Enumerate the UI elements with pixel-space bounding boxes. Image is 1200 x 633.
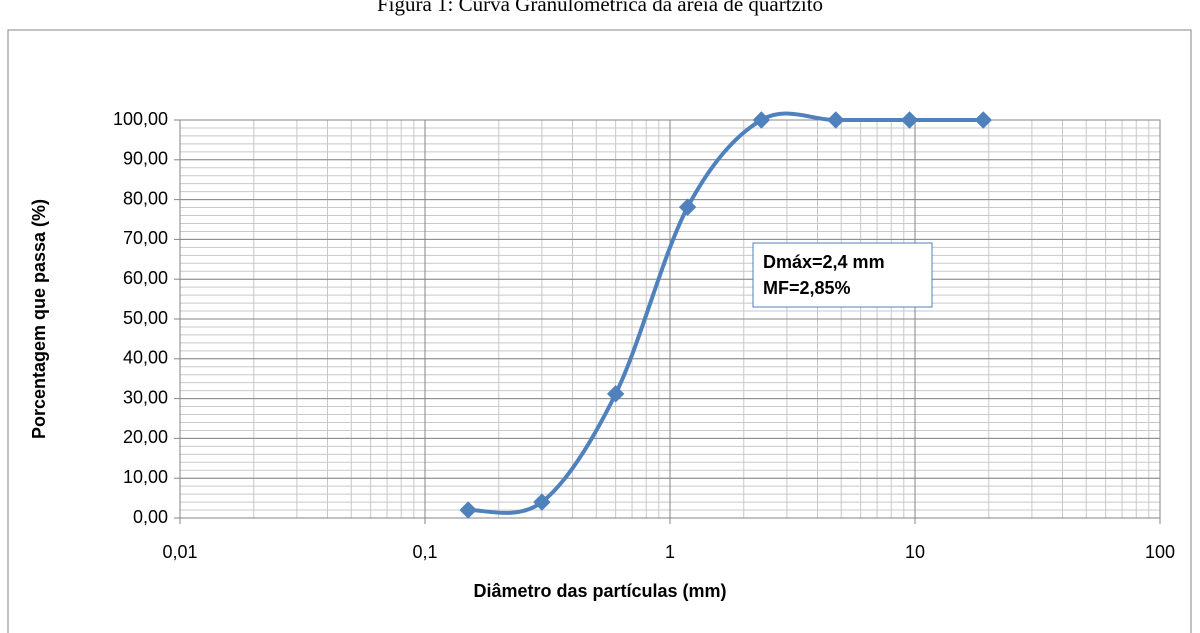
chart-title: Figura 1: Curva Granulométrica da areia …	[377, 0, 823, 16]
annotation-text: MF=2,85%	[763, 278, 851, 298]
x-tick-label: 0,01	[162, 542, 197, 562]
x-tick-label: 100	[1145, 542, 1175, 562]
x-axis-label: Diâmetro das partículas (mm)	[473, 581, 726, 601]
data-marker	[533, 493, 551, 511]
y-tick-label: 70,00	[123, 228, 168, 248]
data-marker	[678, 198, 697, 216]
y-tick-label: 90,00	[123, 149, 168, 169]
x-tick-label: 0,1	[412, 542, 437, 562]
annotation-text: Dmáx=2,4 mm	[763, 252, 885, 272]
y-tick-label: 40,00	[123, 348, 168, 368]
y-axis-label: Porcentagem que passa (%)	[29, 199, 49, 439]
y-tick-label: 50,00	[123, 308, 168, 328]
chart-border	[7, 29, 1192, 633]
y-tick-label: 80,00	[123, 188, 168, 208]
data-line	[467, 111, 984, 515]
y-tick-label: 10,00	[123, 467, 168, 487]
data-marker	[900, 111, 919, 129]
y-tick-label: 100,00	[113, 109, 168, 129]
data-marker	[752, 111, 771, 129]
y-tick-label: 20,00	[123, 427, 168, 447]
x-tick-label: 1	[665, 542, 675, 562]
y-tick-label: 0,00	[133, 507, 168, 527]
annotation-box	[752, 242, 933, 308]
data-marker	[974, 111, 993, 129]
data-marker	[459, 501, 477, 519]
data-marker	[606, 385, 625, 403]
plot-frame	[179, 119, 1161, 519]
y-tick-label: 60,00	[123, 268, 168, 288]
data-marker	[827, 111, 845, 129]
y-tick-label: 30,00	[123, 387, 168, 407]
x-tick-label: 10	[905, 542, 925, 562]
